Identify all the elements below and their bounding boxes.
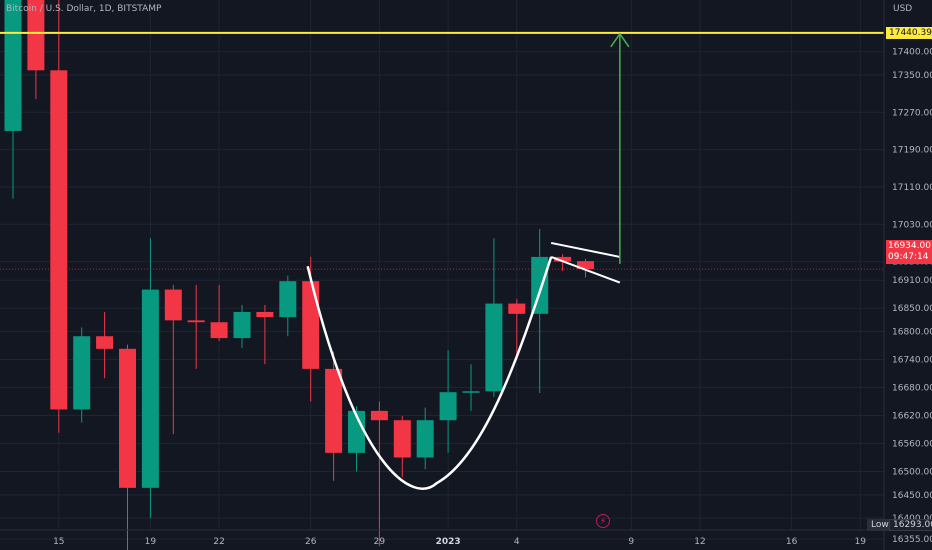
candle-down: [302, 281, 320, 369]
x-tick-label: 29: [374, 537, 386, 547]
candle-down: [164, 289, 182, 321]
y-tick-label: 16500.00: [892, 468, 932, 478]
candle-up: [416, 420, 434, 458]
x-tick-label: 15: [53, 537, 64, 547]
x-tick-label: 12: [694, 537, 705, 547]
y-tick-label: 16355.00: [892, 535, 932, 545]
current-price-tag: 16934.00 09:47:14: [886, 240, 932, 264]
x-tick-label: 4: [514, 537, 520, 547]
x-tick-label: 26: [305, 537, 317, 547]
candle-down: [325, 368, 343, 453]
cup-pattern-curve: [306, 256, 553, 490]
y-tick-label: 16450.00: [892, 491, 932, 501]
candle-up: [279, 281, 297, 318]
x-tick-label: 22: [213, 537, 224, 547]
candle-down: [256, 311, 274, 318]
candle-down: [50, 70, 68, 410]
x-tick-label: 16: [786, 537, 798, 547]
x-tick-label: 19: [145, 537, 157, 547]
y-tick-label: 17190.00: [892, 146, 932, 156]
candle-down: [508, 303, 526, 314]
candle-down: [96, 336, 114, 349]
lightning-event-icon[interactable]: ⚡: [596, 514, 610, 528]
y-tick-label: 16800.00: [892, 328, 932, 338]
low-label: Low: [867, 519, 893, 531]
y-tick-label: 16910.00: [892, 276, 932, 286]
candle-up: [4, 0, 22, 131]
candle-up: [462, 391, 480, 393]
target-arrow-head: [610, 32, 630, 48]
candle-down: [27, 0, 45, 71]
y-tick-label: 17350.00: [892, 71, 932, 81]
candle-up: [485, 303, 503, 392]
candle-down: [393, 420, 411, 458]
low-price-tag: 16293.00: [889, 519, 932, 531]
resistance-price-tag: 17440.39: [886, 27, 932, 39]
drawings-layer: [0, 31, 884, 490]
y-tick-label: 16620.00: [892, 412, 932, 422]
candle-down: [577, 261, 594, 270]
candle-down: [187, 320, 205, 323]
y-tick-label: 16560.00: [892, 440, 932, 450]
y-tick-label: 17270.00: [892, 108, 932, 118]
candle-up: [439, 392, 457, 421]
currency-label: USD: [893, 4, 913, 14]
y-tick-label: 16680.00: [892, 384, 932, 394]
y-tick-label: 17030.00: [892, 220, 932, 230]
candle-down: [554, 256, 572, 262]
y-tick-label: 16740.00: [892, 356, 932, 366]
handle-upper-line: [550, 241, 621, 258]
countdown-timer: 09:47:14: [888, 252, 929, 262]
candle-up: [73, 336, 91, 410]
x-tick-label: 9: [628, 537, 634, 547]
candle-up: [141, 289, 159, 488]
x-tick-label: 2023: [436, 537, 461, 547]
candle-up: [233, 311, 251, 339]
y-tick-label: 16850.00: [892, 304, 932, 314]
handle-lower-line: [550, 255, 621, 284]
candle-down: [370, 410, 388, 421]
candle-up: [348, 410, 365, 453]
candle-up: [531, 256, 549, 314]
current-price-value: 16934.00: [888, 241, 931, 251]
candle-down: [210, 322, 228, 339]
candles-layer: [4, 0, 594, 550]
candle-down: [119, 348, 136, 488]
y-tick-label: 17110.00: [892, 183, 932, 193]
chart-header-title: Bitcoin / U.S. Dollar, 1D, BITSTAMP: [6, 4, 162, 14]
y-tick-label: 17400.00: [892, 48, 932, 58]
x-tick-label: 19: [855, 537, 867, 547]
